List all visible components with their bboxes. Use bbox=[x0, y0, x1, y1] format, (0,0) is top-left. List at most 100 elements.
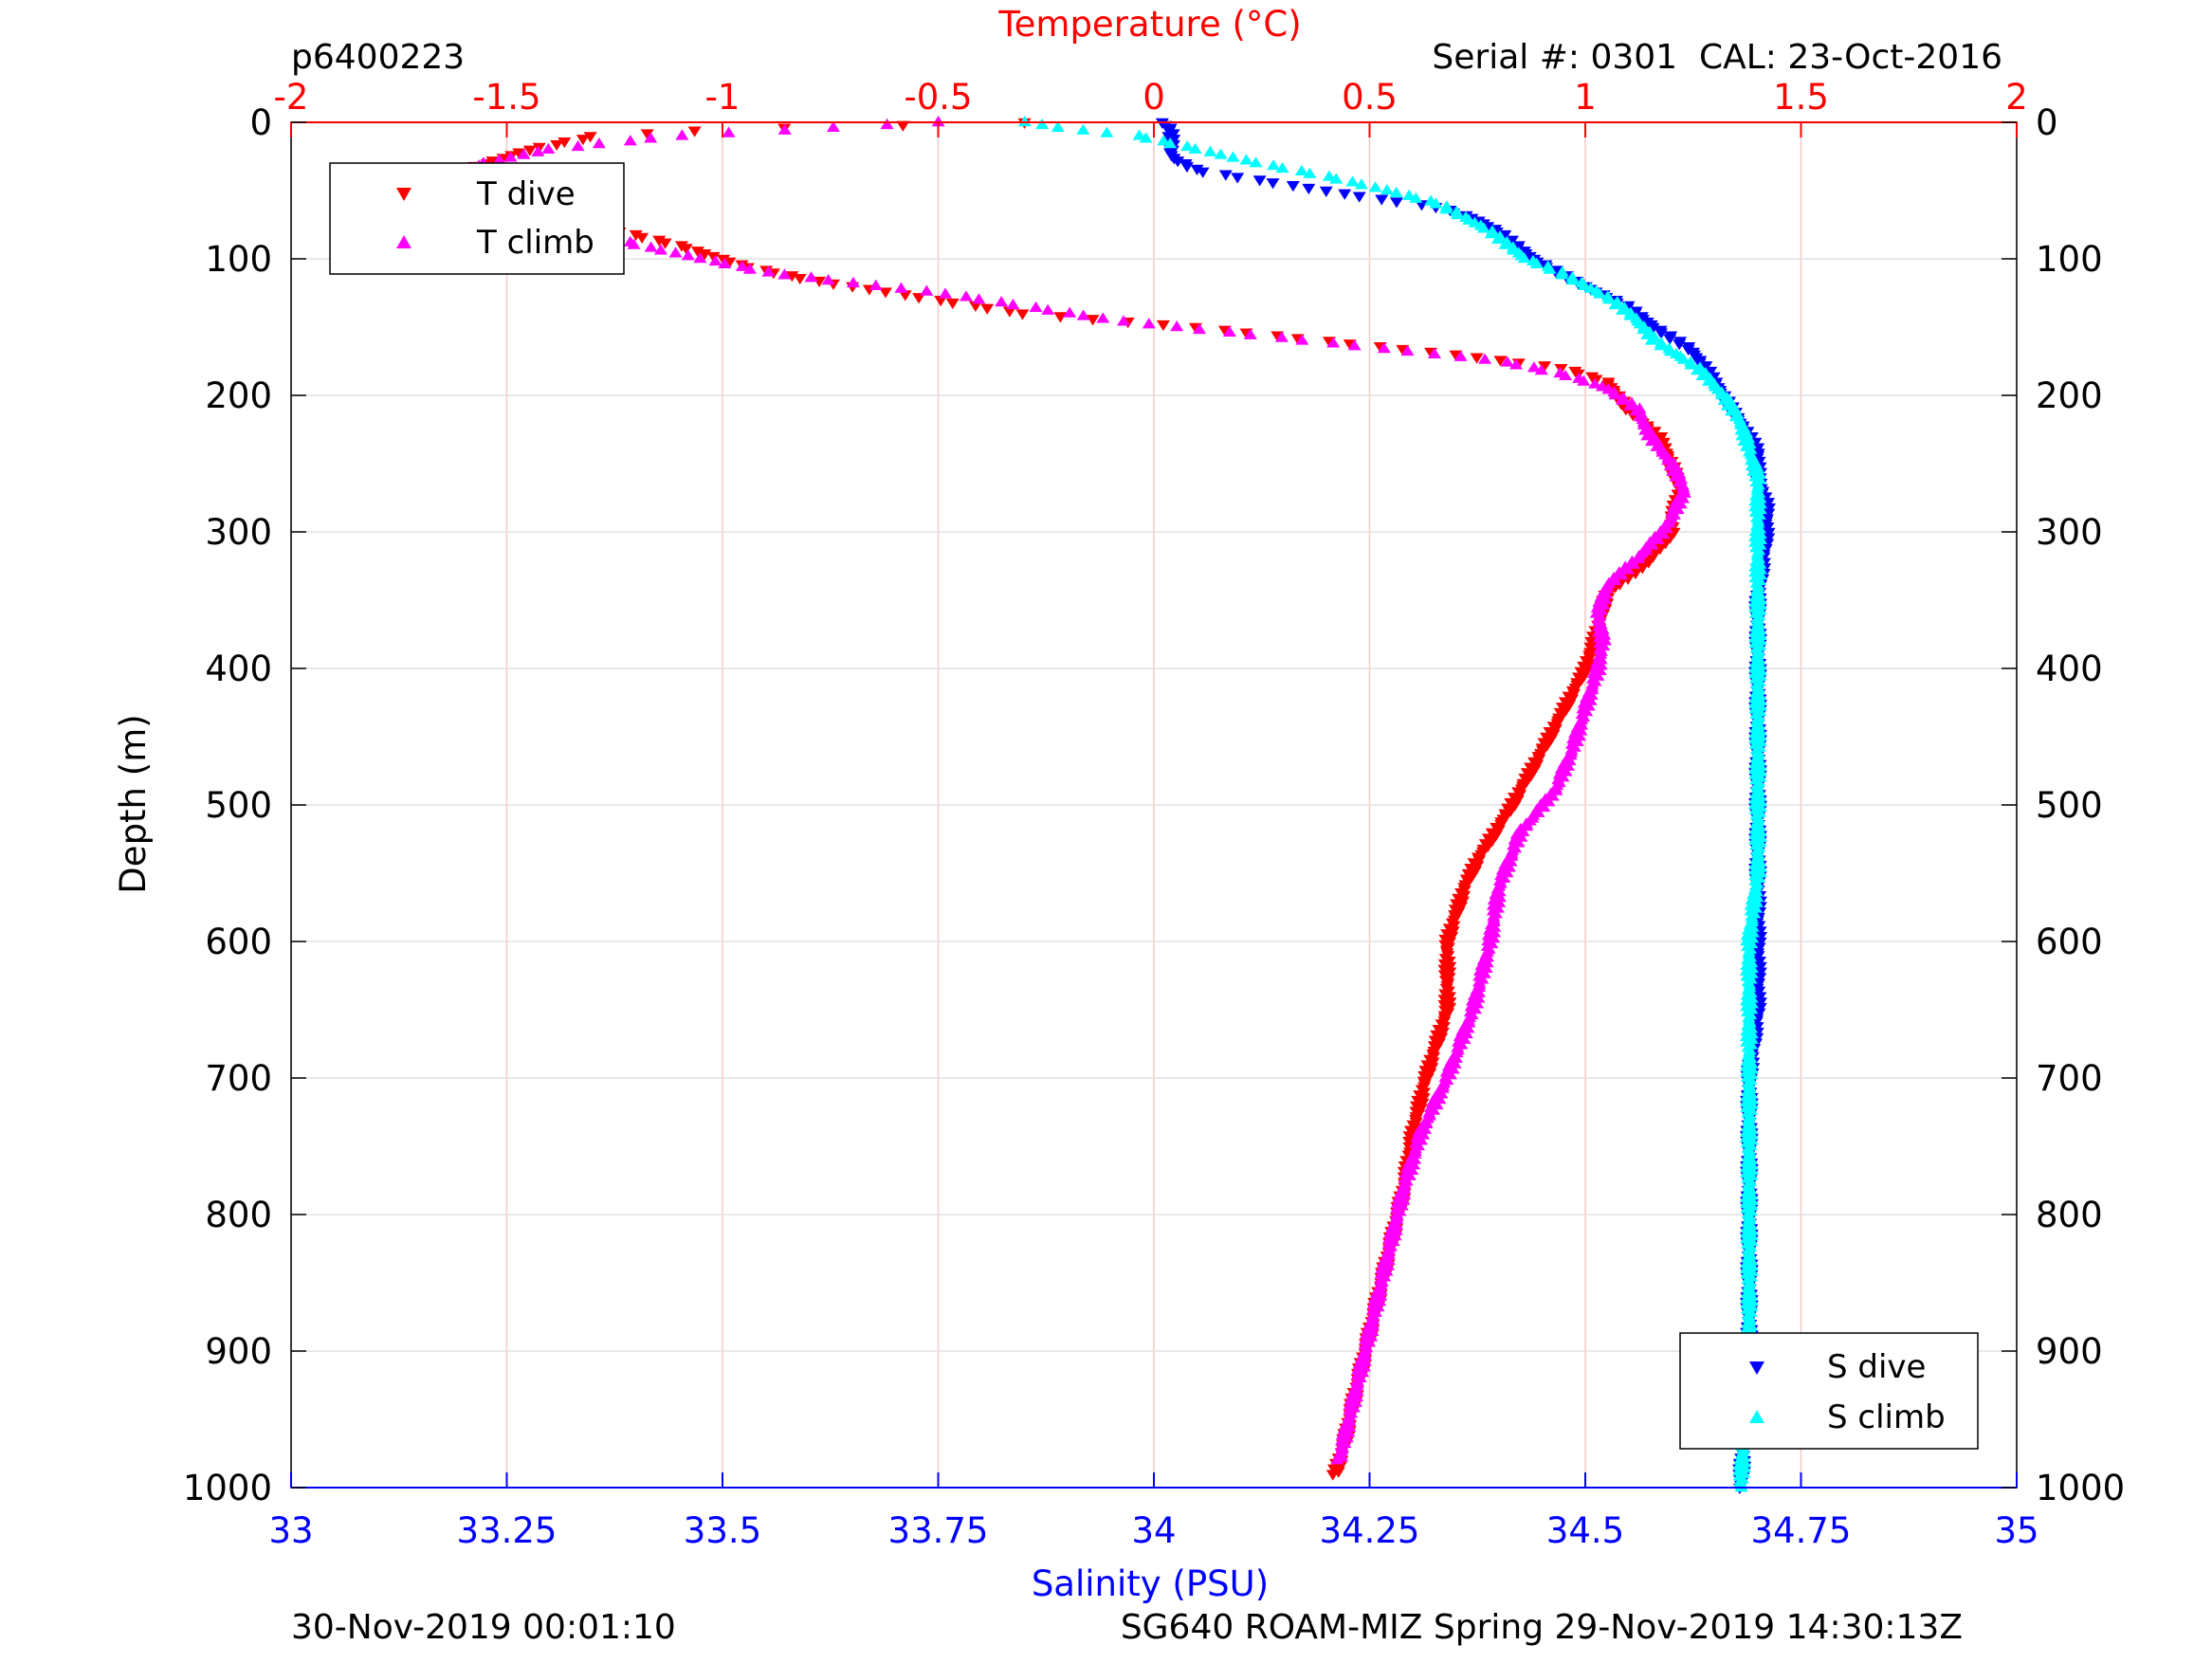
s-climb-point bbox=[1275, 161, 1289, 174]
t-climb-point bbox=[972, 293, 986, 304]
s-climb-point bbox=[1476, 222, 1490, 233]
s-climb-point bbox=[1691, 364, 1705, 375]
s-climb-point bbox=[1734, 1481, 1748, 1492]
t-climb-point bbox=[1478, 353, 1492, 364]
salinity-tick-label: 34.5 bbox=[1546, 1510, 1624, 1551]
s-climb-legend-label: S climb bbox=[1827, 1398, 1946, 1436]
temperature-tick-label: 0 bbox=[1143, 77, 1165, 118]
t-climb-point bbox=[1326, 337, 1341, 348]
t-dive-point bbox=[1437, 1000, 1452, 1012]
t-climb-point bbox=[1537, 800, 1551, 813]
s-climb-point bbox=[1294, 164, 1308, 176]
t-dive-point bbox=[690, 247, 704, 258]
salinity-legend-box bbox=[1679, 1332, 1979, 1450]
s-climb-point bbox=[1498, 238, 1512, 249]
s-dive-point bbox=[1753, 961, 1767, 973]
t-dive-point bbox=[1524, 771, 1538, 782]
depth-tick-label-right: 300 bbox=[2036, 512, 2103, 553]
t-dive-point bbox=[1442, 992, 1456, 1003]
s-climb-point bbox=[1329, 173, 1344, 184]
t-climb-point bbox=[1142, 318, 1156, 329]
s-climb-point bbox=[1017, 116, 1032, 127]
t-climb-point bbox=[1623, 399, 1637, 411]
t-climb-point bbox=[1117, 315, 1131, 326]
t-dive-point bbox=[945, 298, 960, 310]
t-climb-point bbox=[826, 120, 840, 132]
t-climb-point bbox=[1559, 369, 1573, 381]
depth-tick-label-left: 500 bbox=[205, 785, 272, 826]
t-dive-point bbox=[1472, 855, 1487, 867]
s-climb-point bbox=[1517, 252, 1531, 264]
s-dive-point bbox=[1762, 527, 1776, 539]
salinity-tick-label: 33 bbox=[268, 1510, 313, 1551]
t-climb-point bbox=[653, 244, 667, 255]
t-climb-point bbox=[627, 238, 641, 249]
s-dive-point bbox=[1319, 186, 1333, 197]
t-climb-point bbox=[1243, 328, 1257, 339]
t-climb-point bbox=[1588, 377, 1602, 389]
s-climb-point bbox=[1402, 189, 1417, 200]
s-climb-point bbox=[1593, 287, 1607, 299]
t-dive-point bbox=[522, 145, 537, 156]
t-dive-point bbox=[1468, 866, 1482, 878]
s-climb-point bbox=[1529, 257, 1544, 268]
t-dive-point bbox=[1156, 320, 1170, 332]
t-dive-point bbox=[1544, 735, 1558, 746]
s-dive-point bbox=[1389, 197, 1403, 209]
salinity-tick-label: 34.75 bbox=[1751, 1510, 1852, 1551]
t-dive-point bbox=[1538, 361, 1552, 373]
t-climb-point bbox=[644, 132, 658, 143]
t-climb-point bbox=[804, 271, 818, 283]
t-climb-point bbox=[531, 145, 545, 156]
s-climb-legend-marker bbox=[1749, 1410, 1764, 1423]
t-climb-point bbox=[846, 276, 860, 288]
t-climb-point bbox=[1295, 334, 1309, 345]
t-climb-point bbox=[492, 154, 506, 165]
temperature-legend-box bbox=[329, 162, 625, 275]
depth-tick-label-left: 0 bbox=[249, 102, 272, 143]
s-dive-point bbox=[1375, 194, 1389, 206]
t-dive-point bbox=[1402, 1131, 1417, 1142]
t-climb-point bbox=[1626, 557, 1640, 569]
salinity-legend: S dive S climb bbox=[1679, 1332, 1979, 1450]
t-climb-point bbox=[1076, 309, 1090, 320]
s-climb-point bbox=[1368, 181, 1382, 192]
t-dive-point bbox=[706, 251, 721, 264]
s-climb-point bbox=[1380, 184, 1394, 195]
s-dive-point bbox=[1167, 135, 1181, 146]
s-climb-point bbox=[1157, 135, 1171, 146]
depth-tick-label-right: 600 bbox=[2036, 922, 2103, 962]
t-dive-point bbox=[912, 293, 926, 304]
t-dive-point bbox=[652, 235, 667, 247]
depth-tick-label-right: 400 bbox=[2036, 649, 2103, 689]
temperature-tick-label: 2 bbox=[2005, 77, 2028, 118]
s-climb-point bbox=[1139, 132, 1153, 143]
salinity-axis-label: Salinity (PSU) bbox=[1032, 1563, 1269, 1604]
depth-axis-label: Depth (m) bbox=[113, 714, 154, 893]
t-dive-point bbox=[1510, 795, 1525, 807]
depth-tick-label-left: 100 bbox=[205, 239, 272, 280]
t-dive-point bbox=[1530, 759, 1545, 771]
t-dive-point bbox=[1417, 1092, 1431, 1105]
s-dive-point bbox=[1415, 200, 1429, 211]
s-dive-point bbox=[1190, 164, 1204, 175]
t-dive-point bbox=[1053, 312, 1068, 323]
t-dive-point bbox=[1423, 1069, 1437, 1080]
t-dive-point bbox=[1470, 353, 1484, 364]
t-dive-point bbox=[896, 120, 910, 132]
t-climb-point bbox=[1616, 393, 1630, 405]
t-climb-point bbox=[1006, 298, 1020, 310]
t-climb-point bbox=[1400, 344, 1415, 356]
s-dive-point bbox=[1286, 181, 1300, 192]
s-dive-point bbox=[1161, 132, 1176, 143]
s-climb-point bbox=[1439, 203, 1453, 214]
t-climb-point bbox=[668, 247, 683, 258]
t-climb-point bbox=[517, 148, 531, 159]
t-climb-point bbox=[1377, 342, 1391, 354]
t-climb-legend-marker bbox=[396, 235, 411, 248]
s-climb-point bbox=[1543, 263, 1557, 274]
depth-tick-label-right: 100 bbox=[2036, 239, 2103, 280]
s-dive-point bbox=[1352, 192, 1366, 203]
s-climb-point bbox=[1601, 293, 1616, 304]
salinity-tick-label: 33.5 bbox=[684, 1510, 761, 1551]
